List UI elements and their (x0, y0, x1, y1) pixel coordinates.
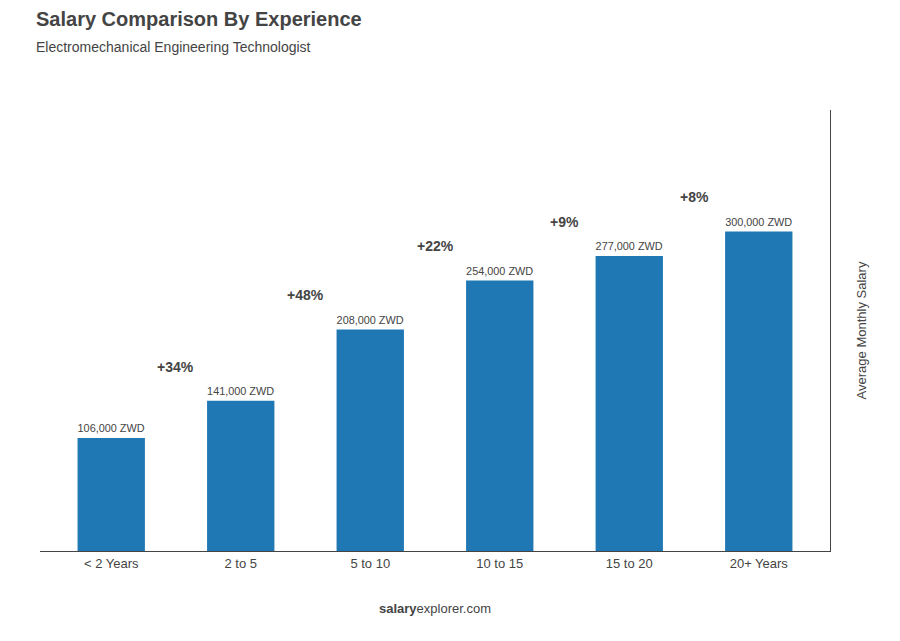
svg-text:208,000 ZWD: 208,000 ZWD (337, 314, 404, 326)
svg-text:106,000 ZWD: 106,000 ZWD (78, 422, 145, 434)
svg-text:Salary Comparison By Experienc: Salary Comparison By ExperienceElectrome… (36, 8, 362, 55)
svg-text:277,000 ZWD: 277,000 ZWD (596, 240, 663, 252)
svg-text:300,000 ZWD: 300,000 ZWD (725, 216, 792, 228)
svg-text:+9%: +9% (550, 214, 579, 230)
svg-text:2 to 5: 2 to 5 (224, 556, 257, 571)
svg-text:5 to 10: 5 to 10 (350, 556, 390, 571)
svg-text:20+ Years: 20+ Years (730, 556, 789, 571)
svg-text:+8%: +8% (680, 189, 709, 205)
svg-text:254,000 ZWD: 254,000 ZWD (466, 265, 533, 277)
svg-text:Average Monthly Salary: Average Monthly Salary (854, 261, 869, 399)
svg-text:salaryexplorer.com: salaryexplorer.com (379, 601, 491, 616)
svg-text:10 to 15: 10 to 15 (476, 556, 523, 571)
svg-text:< 2 Years: < 2 Years (84, 556, 139, 571)
svg-text:+48%: +48% (287, 287, 324, 303)
svg-text:+22%: +22% (417, 238, 454, 254)
svg-text:+34%: +34% (157, 359, 194, 375)
svg-text:141,000 ZWD: 141,000 ZWD (207, 385, 274, 397)
svg-text:15 to 20: 15 to 20 (606, 556, 653, 571)
